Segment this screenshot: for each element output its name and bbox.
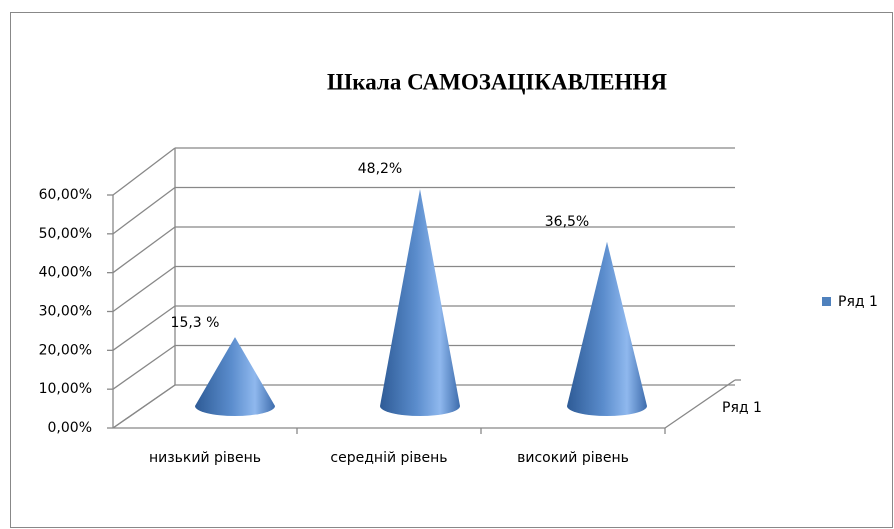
grid-line bbox=[112, 265, 176, 313]
y-tick-label: 40,00% bbox=[39, 265, 92, 281]
data-label: 48,2% bbox=[358, 161, 402, 177]
grid-line bbox=[112, 186, 176, 235]
y-tick-label: 0,00% bbox=[48, 420, 92, 436]
y-tick-label: 20,00% bbox=[39, 342, 92, 358]
grid-line bbox=[112, 344, 176, 390]
grid-line bbox=[112, 226, 176, 274]
x-tick-label: середній рівень bbox=[330, 450, 447, 466]
y-tick-label: 60,00% bbox=[39, 187, 92, 203]
chart-border bbox=[10, 12, 893, 528]
x-tick-label: низький рівень bbox=[149, 450, 261, 466]
cone bbox=[380, 189, 460, 416]
chart-title: Шкала САМОЗАЦІКАВЛЕННЯ bbox=[327, 69, 667, 94]
cone bbox=[195, 337, 275, 416]
y-tick-label: 30,00% bbox=[39, 304, 92, 320]
legend-label: Ряд 1 bbox=[838, 294, 878, 310]
y-tick-label: 50,00% bbox=[39, 226, 92, 242]
x-tick-label: високий рівень bbox=[517, 450, 629, 466]
y-tick-label: 10,00% bbox=[39, 381, 92, 397]
cone bbox=[567, 241, 647, 416]
depth-axis-label: Ряд 1 bbox=[722, 400, 762, 416]
grid-line bbox=[112, 305, 176, 351]
legend-swatch bbox=[822, 297, 831, 306]
data-label: 15,3 % bbox=[171, 315, 220, 331]
grid-line bbox=[112, 384, 176, 429]
data-label: 36,5% bbox=[545, 214, 589, 230]
grid-line bbox=[112, 147, 176, 196]
